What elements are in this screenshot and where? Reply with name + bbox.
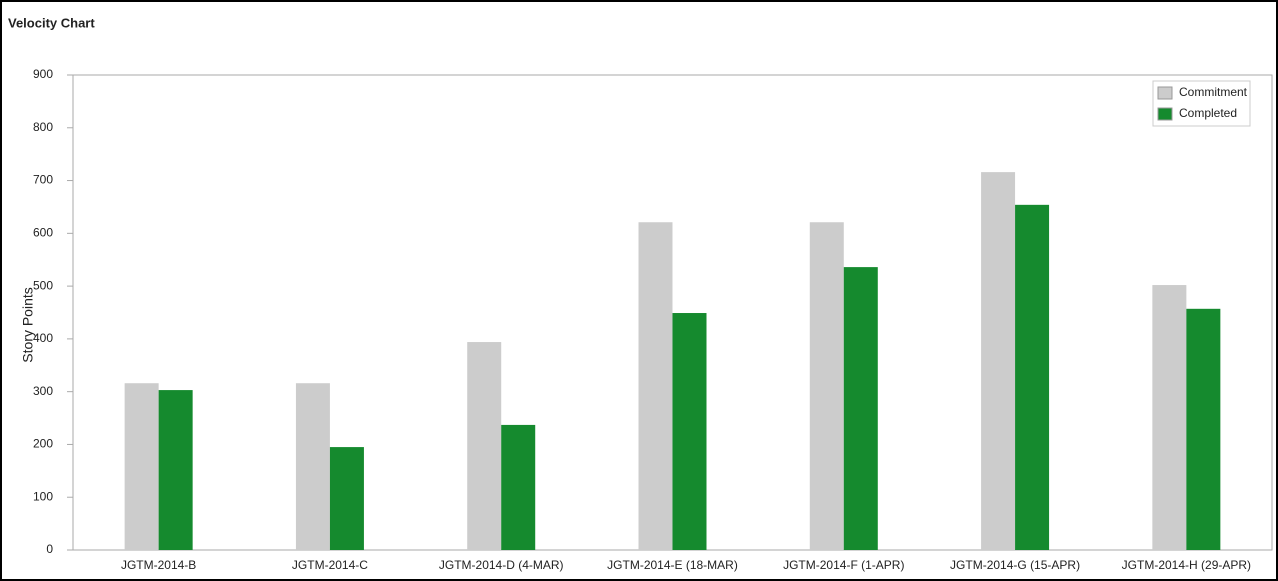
x-tick-label: JGTM-2014-E (18-MAR) <box>607 558 738 572</box>
bar <box>158 390 193 550</box>
bar <box>467 342 502 550</box>
y-tick-label: 500 <box>33 278 53 292</box>
y-tick-label: 900 <box>33 67 53 81</box>
y-axis-label: Story Points <box>20 287 36 362</box>
bar <box>1152 285 1187 550</box>
x-tick-label: JGTM-2014-G (15-APR) <box>950 558 1080 572</box>
bar <box>809 222 844 550</box>
bar <box>843 267 878 550</box>
x-tick-label: JGTM-2014-B <box>121 558 196 572</box>
bar <box>329 447 364 550</box>
legend-swatch <box>1157 107 1173 121</box>
bar <box>672 313 707 550</box>
y-tick-label: 600 <box>33 226 53 240</box>
bar <box>638 222 673 550</box>
legend-swatch <box>1157 86 1173 100</box>
bar <box>501 424 536 550</box>
chart-title: Velocity Chart <box>8 15 95 30</box>
y-tick-label: 800 <box>33 120 53 134</box>
y-tick-label: 300 <box>33 384 53 398</box>
legend-label: Commitment <box>1179 85 1248 99</box>
x-tick-label: JGTM-2014-F (1-APR) <box>783 558 904 572</box>
bar <box>1015 204 1050 551</box>
x-tick-label: JGTM-2014-H (29-APR) <box>1122 558 1251 572</box>
y-tick-label: 700 <box>33 173 53 187</box>
bar <box>981 172 1016 550</box>
legend-label: Completed <box>1179 106 1237 120</box>
bar <box>295 383 330 550</box>
y-tick-label: 400 <box>33 331 53 345</box>
x-tick-label: JGTM-2014-D (4-MAR) <box>439 558 564 572</box>
bar <box>1186 308 1221 550</box>
y-tick-label: 0 <box>46 542 53 556</box>
x-tick-label: JGTM-2014-C <box>292 558 368 572</box>
y-tick-label: 200 <box>33 437 53 451</box>
bar <box>124 383 159 550</box>
y-tick-label: 100 <box>33 489 53 503</box>
